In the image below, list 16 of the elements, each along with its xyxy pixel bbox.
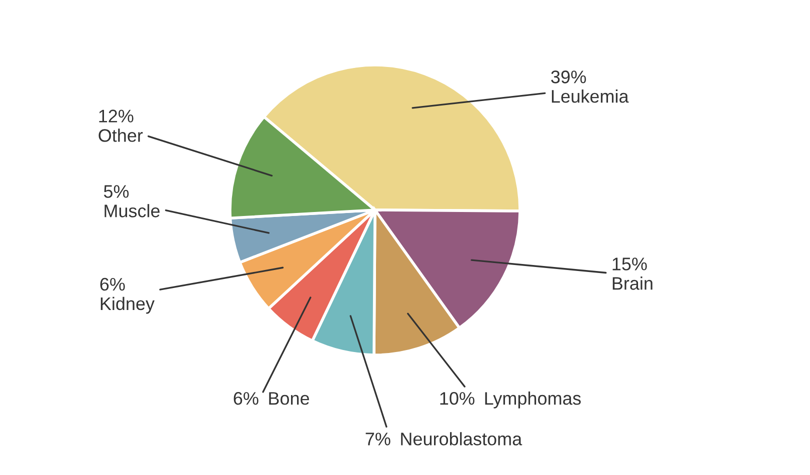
slice-label: Lymphomas xyxy=(485,392,581,408)
slice-label: Leukemia xyxy=(552,90,629,103)
slice-label: Kidney xyxy=(100,296,155,314)
data-label: 12% xyxy=(99,110,134,122)
data-label: 39% xyxy=(551,70,586,84)
data-label: 15% xyxy=(612,258,647,270)
slice-label: Other xyxy=(98,128,143,142)
slice-label: Bone xyxy=(269,392,310,405)
data-label: 5% xyxy=(104,185,129,198)
slice-label: Neuroblastoma xyxy=(401,432,522,446)
slice-label: Brain xyxy=(612,276,652,290)
slice-label: Muscle xyxy=(104,204,160,218)
data-label: 10% xyxy=(440,392,474,405)
data-label: 6% xyxy=(234,392,258,405)
data-label: 7% xyxy=(366,432,390,446)
data-label: 6% xyxy=(100,278,125,291)
